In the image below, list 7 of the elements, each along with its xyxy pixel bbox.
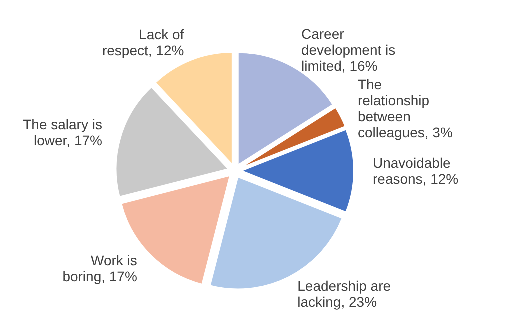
slice-label: The salary is lower, 17% [23,116,102,148]
slice-label: Unavoidable reasons, 12% [373,155,459,187]
slice-label: Leadership are lacking, 23% [298,278,392,310]
slice-label: Lack of respect, 12% [102,26,184,59]
slice-label: The relationship between colleagues, 3% [358,76,453,140]
slice-label: Work is boring, 17% [62,252,138,285]
slice-label: Career development is limited, 16% [301,26,396,74]
